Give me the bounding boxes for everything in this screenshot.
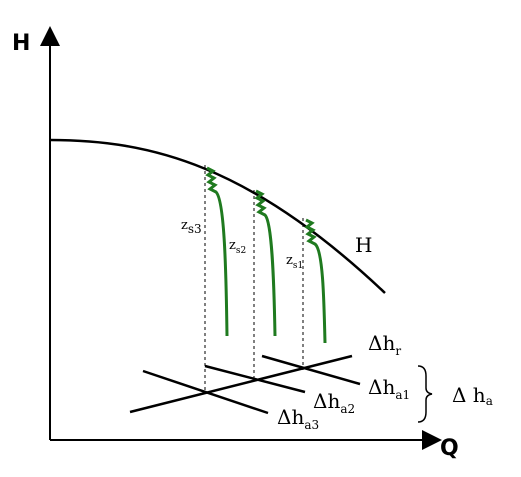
label: zs3: [181, 218, 202, 236]
label-base: Δh: [313, 389, 340, 413]
dhr-line: [129, 354, 353, 414]
label-sub: a3: [304, 418, 319, 432]
label-sub: s3: [188, 222, 202, 236]
x-axis-label: Q: [440, 436, 459, 461]
y-axis-label: H: [12, 31, 30, 56]
label-sub: s1: [293, 261, 303, 271]
green-curve: [254, 189, 277, 337]
pump-curve: [49, 138, 386, 294]
label: zs2: [229, 238, 246, 256]
label-sub: a: [486, 394, 493, 408]
label-base: z: [286, 253, 293, 268]
label: zs1: [286, 253, 303, 271]
npsh-lines: [129, 354, 361, 415]
label-base: z: [229, 238, 236, 253]
curve-label: H: [355, 233, 372, 257]
label: Δha1: [368, 375, 410, 402]
label-base: Δh: [368, 375, 395, 399]
label-base: Δ h: [452, 383, 486, 407]
label-sub: a1: [395, 388, 410, 402]
label-base: Δh: [368, 331, 395, 355]
green-curves: [205, 166, 327, 344]
dha3-line: [142, 369, 269, 415]
label-sub: a2: [340, 402, 355, 416]
axes: [40, 26, 442, 450]
label-sub: s2: [236, 246, 246, 256]
label: Δha3: [277, 405, 319, 432]
label-base: z: [181, 218, 188, 233]
dha2-line: [204, 364, 306, 394]
dashed-lines: [204, 165, 304, 392]
label: Δha2: [313, 389, 355, 416]
brace: [417, 365, 433, 423]
label-sub: r: [395, 344, 401, 358]
label-base: Δh: [277, 405, 304, 429]
green-curve: [304, 218, 327, 344]
dha1-line: [261, 354, 361, 386]
green-curve: [205, 166, 229, 337]
label: Δ ha: [452, 383, 493, 408]
label: Δhr: [368, 331, 401, 358]
